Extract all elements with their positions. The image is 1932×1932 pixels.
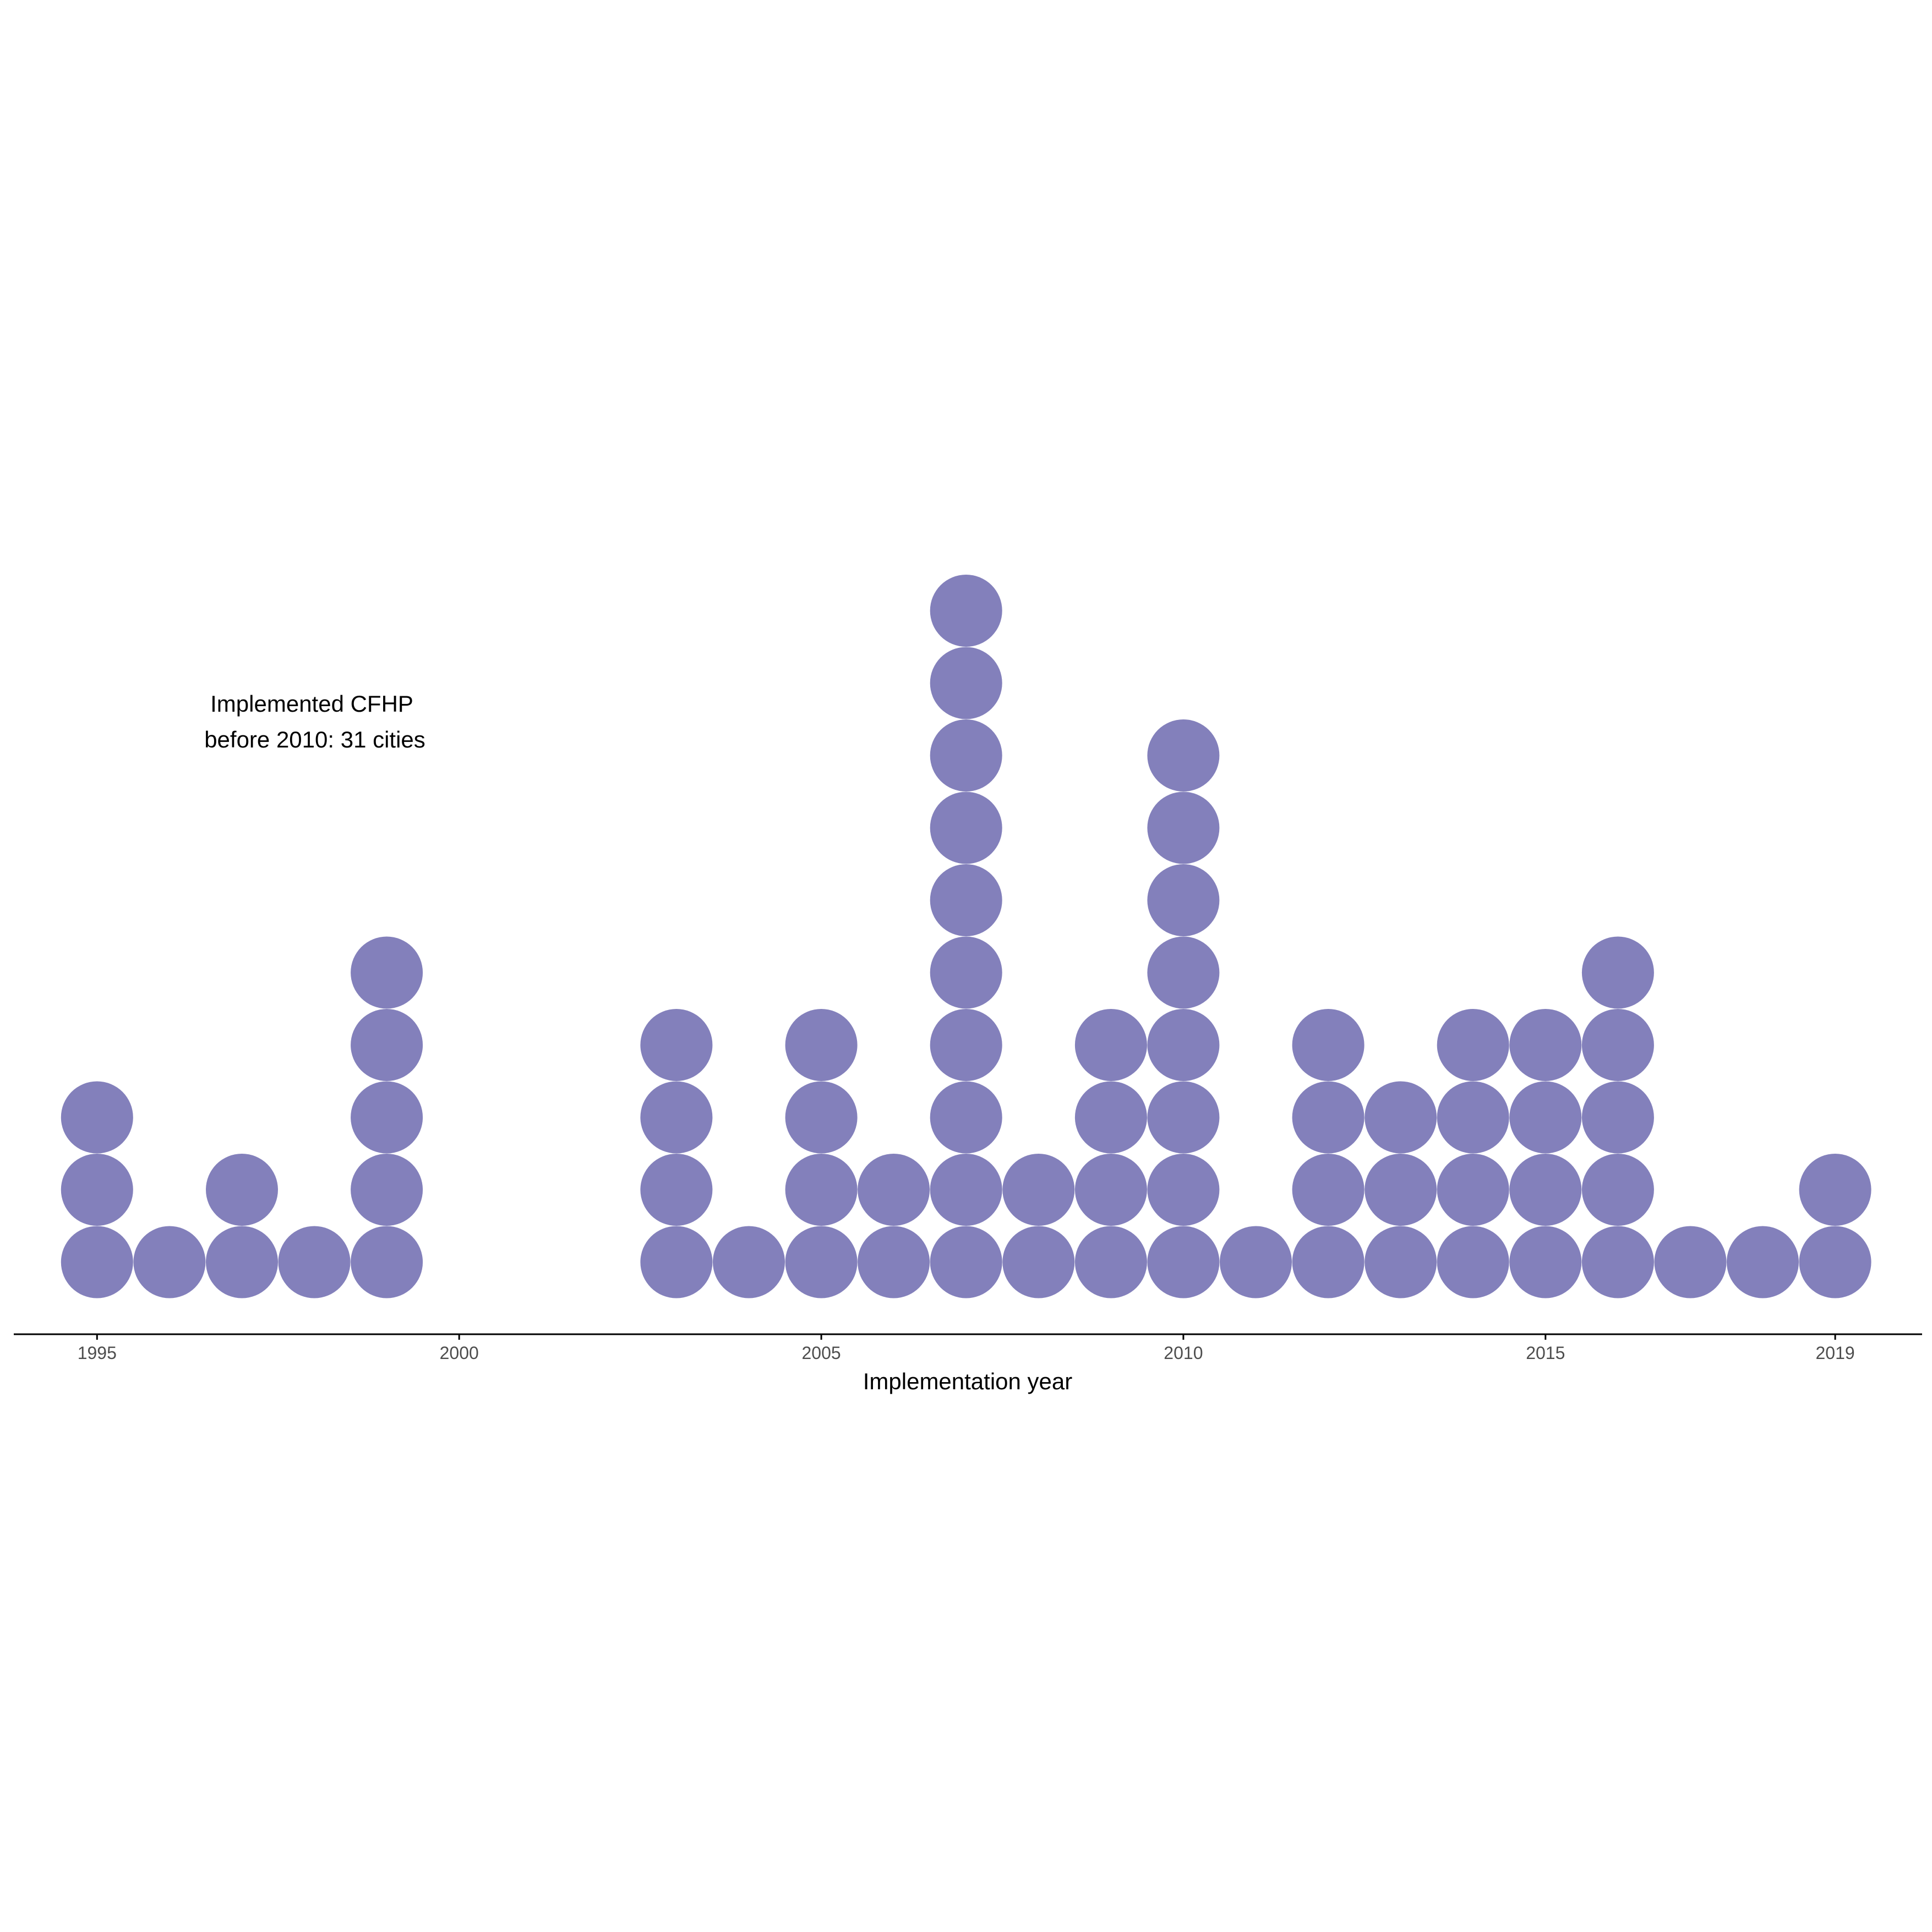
dot-2015-4 bbox=[1509, 1009, 1582, 1081]
dot-1996-1 bbox=[133, 1226, 206, 1298]
dot-2012-2 bbox=[1292, 1154, 1365, 1226]
dot-2009-1 bbox=[1074, 1226, 1147, 1298]
x-tick-label-2015: 2015 bbox=[1526, 1343, 1565, 1363]
dot-1995-2 bbox=[61, 1154, 133, 1226]
dot-2010-6 bbox=[1147, 864, 1220, 936]
dot-2015-1 bbox=[1509, 1226, 1582, 1298]
dot-1995-1 bbox=[61, 1226, 133, 1298]
dot-2014-3 bbox=[1437, 1081, 1509, 1154]
dot-1999-5 bbox=[351, 936, 423, 1009]
dot-2005-3 bbox=[785, 1081, 858, 1154]
dot-2018-1 bbox=[1727, 1226, 1799, 1298]
dot-2007-3 bbox=[930, 1081, 1002, 1154]
dot-2003-4 bbox=[640, 1009, 713, 1081]
dot-2005-2 bbox=[785, 1154, 858, 1226]
dot-2010-5 bbox=[1147, 936, 1220, 1009]
x-axis-title: Implementation year bbox=[863, 1368, 1073, 1394]
annotation-line-2: before 2010: 31 cities bbox=[204, 727, 425, 752]
x-tick-label-2010: 2010 bbox=[1164, 1343, 1203, 1363]
dot-2007-10 bbox=[930, 575, 1002, 647]
dot-1999-1 bbox=[351, 1226, 423, 1298]
dot-2019-2 bbox=[1799, 1154, 1871, 1226]
dot-2017-1 bbox=[1654, 1226, 1727, 1298]
dot-2007-6 bbox=[930, 864, 1002, 936]
dot-2007-8 bbox=[930, 719, 1002, 792]
dot-2016-4 bbox=[1581, 1009, 1654, 1081]
annotation-line-1: Implemented CFHP bbox=[210, 691, 413, 717]
dot-2009-3 bbox=[1074, 1081, 1147, 1154]
dot-2006-1 bbox=[858, 1226, 930, 1298]
dot-2010-8 bbox=[1147, 719, 1220, 792]
dot-2004-1 bbox=[713, 1226, 785, 1298]
x-tick-label-2000: 2000 bbox=[440, 1343, 479, 1363]
dot-2013-3 bbox=[1365, 1081, 1437, 1154]
dot-2015-2 bbox=[1509, 1154, 1582, 1226]
dot-2005-1 bbox=[785, 1226, 858, 1298]
dot-2012-3 bbox=[1292, 1081, 1365, 1154]
dot-2014-4 bbox=[1437, 1009, 1509, 1081]
dot-1997-1 bbox=[206, 1226, 278, 1298]
dot-2010-3 bbox=[1147, 1081, 1220, 1154]
dot-2011-1 bbox=[1220, 1226, 1292, 1298]
dot-2014-1 bbox=[1437, 1226, 1509, 1298]
dot-2010-4 bbox=[1147, 1009, 1220, 1081]
dot-2007-4 bbox=[930, 1009, 1002, 1081]
dot-2010-7 bbox=[1147, 792, 1220, 864]
x-tick-label-2005: 2005 bbox=[802, 1343, 841, 1363]
dot-2005-4 bbox=[785, 1009, 858, 1081]
dot-2016-5 bbox=[1581, 936, 1654, 1009]
dot-2010-1 bbox=[1147, 1226, 1220, 1298]
dot-2008-1 bbox=[1002, 1226, 1075, 1298]
dot-2009-2 bbox=[1074, 1154, 1147, 1226]
dot-2012-1 bbox=[1292, 1226, 1365, 1298]
annotation-text: Implemented CFHP before 2010: 31 cities bbox=[204, 691, 425, 752]
dot-2003-3 bbox=[640, 1081, 713, 1154]
dot-2007-1 bbox=[930, 1226, 1002, 1298]
dot-1999-3 bbox=[351, 1081, 423, 1154]
dot-2007-5 bbox=[930, 936, 1002, 1009]
dot-2013-1 bbox=[1365, 1226, 1437, 1298]
dot-2006-2 bbox=[858, 1154, 930, 1226]
dot-1999-2 bbox=[351, 1154, 423, 1226]
dot-2003-2 bbox=[640, 1154, 713, 1226]
dot-2016-2 bbox=[1581, 1154, 1654, 1226]
dot-2009-4 bbox=[1074, 1009, 1147, 1081]
dot-2007-2 bbox=[930, 1154, 1002, 1226]
dot-2012-4 bbox=[1292, 1009, 1365, 1081]
dot-2003-1 bbox=[640, 1226, 713, 1298]
dots-layer bbox=[61, 575, 1871, 1298]
dot-2007-9 bbox=[930, 647, 1002, 719]
dot-1999-4 bbox=[351, 1009, 423, 1081]
dot-2019-1 bbox=[1799, 1226, 1871, 1298]
dot-2016-1 bbox=[1581, 1226, 1654, 1298]
dot-2016-3 bbox=[1581, 1081, 1654, 1154]
dot-2007-7 bbox=[930, 792, 1002, 864]
dot-1997-2 bbox=[206, 1154, 278, 1226]
dot-1995-3 bbox=[61, 1081, 133, 1154]
dot-1998-1 bbox=[278, 1226, 351, 1298]
dot-2014-2 bbox=[1437, 1154, 1509, 1226]
dot-2010-2 bbox=[1147, 1154, 1220, 1226]
x-tick-label-1995: 1995 bbox=[78, 1343, 117, 1363]
dot-2013-2 bbox=[1365, 1154, 1437, 1226]
x-tick-label-2019: 2019 bbox=[1816, 1343, 1855, 1363]
x-axis-ticks: 1995 2000 2005 2010 2015 2019 bbox=[78, 1334, 1855, 1363]
dot-2008-2 bbox=[1002, 1154, 1075, 1226]
dot-2015-3 bbox=[1509, 1081, 1582, 1154]
